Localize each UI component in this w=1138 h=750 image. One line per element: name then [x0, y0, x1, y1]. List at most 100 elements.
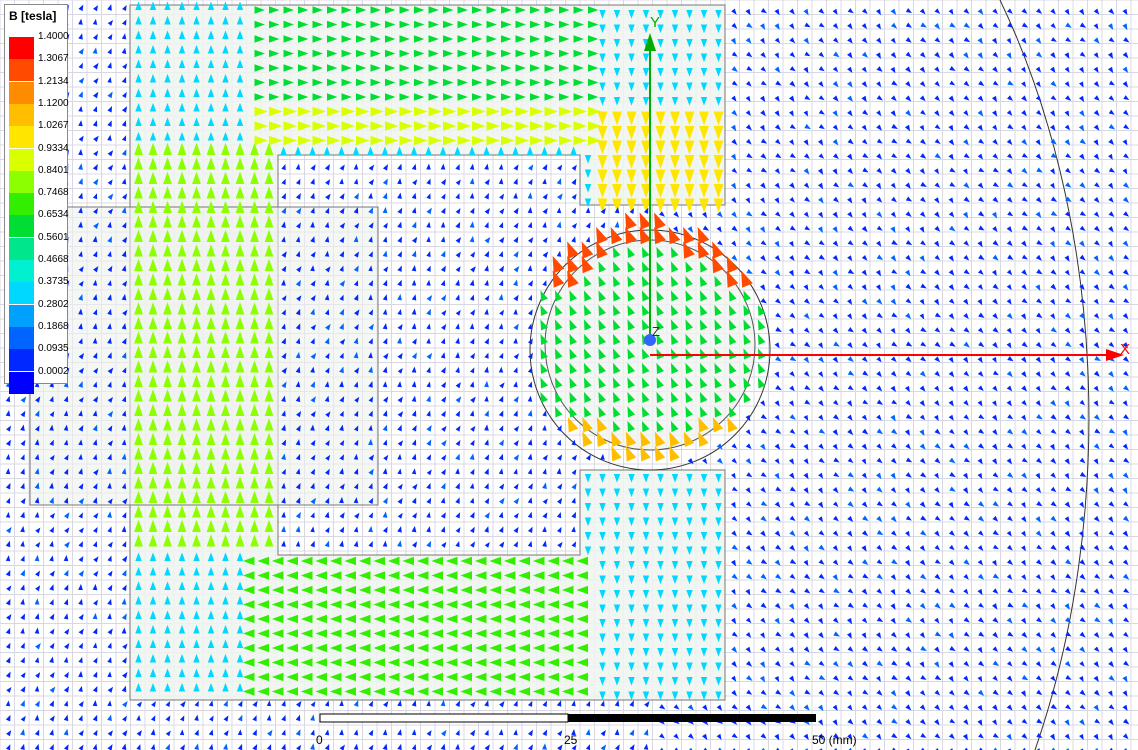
field-arrow — [890, 167, 897, 174]
field-arrow — [613, 662, 621, 672]
field-arrow — [177, 374, 187, 387]
field-arrow — [469, 410, 475, 417]
field-arrow — [544, 6, 555, 14]
field-arrow — [541, 146, 548, 155]
field-arrow — [353, 207, 359, 214]
field-arrow — [34, 685, 40, 692]
field-arrow — [561, 658, 574, 667]
field-arrow — [948, 8, 954, 15]
field-arrow — [1093, 559, 1100, 566]
field-arrow — [628, 24, 635, 34]
field-arrow — [134, 171, 143, 184]
field-arrow — [298, 106, 312, 117]
field-arrow — [1078, 124, 1085, 132]
field-arrow — [295, 163, 301, 170]
field-arrow — [325, 454, 331, 461]
field-arrow — [281, 714, 286, 722]
field-arrow — [370, 49, 381, 58]
field-arrow — [286, 643, 298, 653]
field-arrow — [1123, 254, 1130, 260]
field-arrow — [416, 629, 429, 638]
field-arrow — [833, 385, 840, 391]
field-arrow — [979, 747, 983, 750]
field-arrow — [382, 192, 388, 200]
field-arrow — [1035, 371, 1041, 378]
field-arrow — [684, 198, 695, 213]
field-arrow — [934, 646, 940, 653]
field-arrow — [875, 182, 882, 190]
field-arrow — [271, 600, 284, 609]
field-arrow — [847, 704, 853, 711]
field-arrow — [1093, 269, 1100, 276]
field-arrow — [474, 556, 487, 566]
field-arrow — [1064, 443, 1070, 450]
field-arrow — [49, 744, 54, 750]
field-arrow — [460, 556, 472, 566]
field-arrow — [356, 6, 367, 14]
field-arrow — [472, 20, 483, 29]
field-arrow — [503, 658, 516, 667]
field-arrow — [774, 602, 781, 609]
field-arrow — [657, 488, 664, 498]
field-arrow — [760, 718, 766, 726]
field-arrow — [339, 744, 345, 750]
field-arrow — [148, 519, 158, 532]
field-arrow — [250, 229, 259, 242]
field-arrow — [455, 164, 460, 171]
field-arrow — [731, 544, 739, 551]
field-arrow — [818, 298, 825, 304]
field-arrow — [177, 389, 187, 402]
field-arrow — [1093, 298, 1099, 305]
field-arrow — [134, 505, 143, 518]
field-arrow — [948, 414, 954, 421]
field-arrow — [192, 447, 201, 460]
field-arrow — [685, 261, 694, 273]
field-arrow — [489, 629, 501, 638]
field-arrow — [455, 482, 460, 490]
field-arrow — [612, 348, 621, 360]
field-arrow — [35, 527, 41, 534]
field-arrow — [368, 396, 374, 403]
field-arrow — [208, 743, 214, 750]
field-arrow — [540, 391, 549, 403]
field-arrow — [135, 595, 142, 605]
field-arrow — [833, 645, 840, 652]
field-arrow — [628, 53, 635, 63]
field-arrow — [532, 658, 545, 667]
field-arrow — [515, 6, 526, 14]
field-arrow — [614, 221, 620, 228]
field-arrow — [1036, 718, 1043, 724]
field-arrow — [78, 62, 83, 69]
field-arrow — [876, 327, 882, 334]
field-arrow — [309, 146, 316, 155]
field-arrow — [1035, 254, 1042, 261]
field-arrow — [1021, 457, 1028, 463]
field-arrow — [281, 164, 286, 171]
field-arrow — [324, 424, 330, 432]
field-arrow — [178, 566, 186, 576]
field-arrow — [34, 627, 40, 634]
field-arrow — [286, 600, 298, 609]
field-arrow — [382, 540, 388, 547]
field-arrow — [5, 569, 11, 577]
field-arrow — [861, 124, 867, 131]
field-arrow — [1094, 182, 1100, 188]
field-arrow — [412, 512, 417, 519]
field-arrow — [499, 193, 505, 200]
field-arrow — [426, 700, 431, 707]
field-arrow — [569, 304, 578, 316]
field-arrow — [513, 353, 520, 360]
field-arrow — [583, 275, 592, 287]
field-arrow — [49, 700, 54, 707]
field-arrow — [269, 6, 280, 14]
field-arrow — [63, 700, 69, 707]
field-arrow — [1064, 327, 1071, 334]
field-arrow — [235, 287, 245, 300]
field-arrow — [515, 93, 526, 101]
field-arrow — [714, 333, 723, 345]
field-arrow — [686, 677, 693, 686]
field-arrow — [518, 571, 530, 580]
field-arrow — [905, 457, 913, 463]
field-arrow — [818, 109, 825, 115]
field-arrow — [134, 418, 143, 431]
